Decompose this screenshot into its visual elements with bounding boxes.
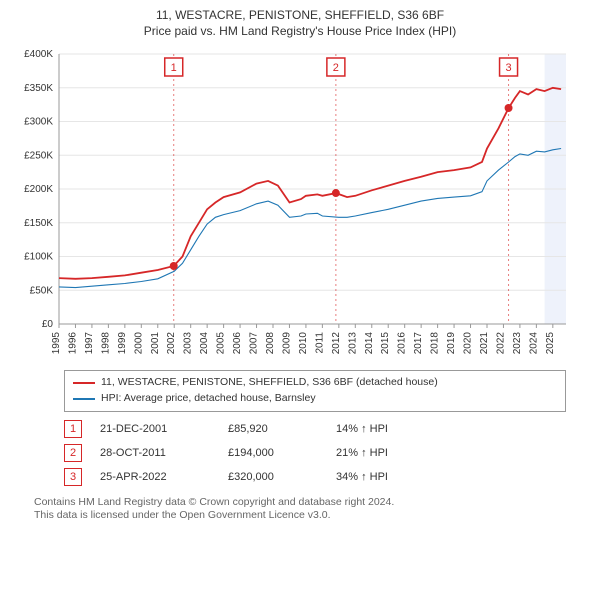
svg-text:1996: 1996 [67, 332, 78, 355]
svg-text:2011: 2011 [314, 332, 325, 354]
transactions-table: 1 21-DEC-2001 £85,920 14% ↑ HPI 2 28-OCT-2011… [64, 420, 566, 486]
transaction-marker: 2 [64, 444, 82, 462]
svg-text:2008: 2008 [265, 332, 276, 355]
svg-text:1: 1 [171, 62, 177, 74]
footnote-line1: Contains HM Land Registry data © Crown c… [34, 496, 566, 510]
svg-text:2000: 2000 [133, 332, 144, 355]
svg-text:2025: 2025 [545, 332, 556, 355]
svg-text:2012: 2012 [331, 332, 342, 355]
transaction-marker: 3 [64, 468, 82, 486]
svg-text:£400K: £400K [24, 49, 53, 60]
legend-item: HPI: Average price, detached house, Barn… [73, 391, 557, 407]
svg-text:1999: 1999 [117, 332, 128, 355]
svg-text:2005: 2005 [216, 332, 227, 355]
footnote: Contains HM Land Registry data © Crown c… [34, 496, 566, 523]
svg-text:£50K: £50K [30, 285, 54, 296]
legend: 11, WESTACRE, PENISTONE, SHEFFIELD, S36 … [64, 370, 566, 412]
svg-text:2003: 2003 [183, 332, 194, 355]
svg-text:2020: 2020 [463, 332, 474, 355]
svg-text:2022: 2022 [495, 332, 506, 355]
transaction-price: £320,000 [228, 471, 318, 483]
svg-text:2024: 2024 [528, 332, 539, 355]
transaction-hpi: 21% ↑ HPI [336, 447, 426, 459]
legend-label: HPI: Average price, detached house, Barn… [101, 391, 316, 407]
transaction-date: 28-OCT-2011 [100, 447, 210, 459]
title-line1: 11, WESTACRE, PENISTONE, SHEFFIELD, S36 … [4, 8, 596, 22]
legend-swatch [73, 382, 95, 384]
transaction-date: 25-APR-2022 [100, 471, 210, 483]
svg-text:2007: 2007 [249, 332, 260, 355]
svg-text:£350K: £350K [24, 83, 53, 94]
legend-label: 11, WESTACRE, PENISTONE, SHEFFIELD, S36 … [101, 375, 438, 391]
svg-text:£150K: £150K [24, 218, 53, 229]
footnote-line2: This data is licensed under the Open Gov… [34, 509, 566, 523]
svg-text:£200K: £200K [24, 184, 53, 195]
svg-text:2010: 2010 [298, 332, 309, 355]
svg-text:2009: 2009 [281, 332, 292, 355]
chart-container: 11, WESTACRE, PENISTONE, SHEFFIELD, S36 … [0, 0, 600, 531]
transaction-hpi: 34% ↑ HPI [336, 471, 426, 483]
transaction-date: 21-DEC-2001 [100, 423, 210, 435]
title-line2: Price paid vs. HM Land Registry's House … [4, 24, 596, 38]
svg-text:2013: 2013 [347, 332, 358, 355]
legend-swatch [73, 398, 95, 400]
transaction-marker: 1 [64, 420, 82, 438]
svg-text:1995: 1995 [51, 332, 62, 355]
svg-text:£300K: £300K [24, 117, 53, 128]
chart-svg: £0 £50K £100K £150K £200K £250K £300K £350K £400… [4, 44, 584, 364]
svg-text:3: 3 [505, 62, 511, 74]
transaction-row: 3 25-APR-2022 £320,000 34% ↑ HPI [64, 468, 566, 486]
svg-text:2023: 2023 [512, 332, 523, 355]
svg-text:2002: 2002 [166, 332, 177, 355]
svg-text:£0: £0 [42, 319, 54, 330]
svg-text:2014: 2014 [364, 332, 375, 355]
svg-text:2017: 2017 [413, 332, 424, 355]
svg-text:£250K: £250K [24, 150, 53, 161]
svg-text:2001: 2001 [150, 332, 161, 355]
transaction-hpi: 14% ↑ HPI [336, 423, 426, 435]
transaction-price: £194,000 [228, 447, 318, 459]
svg-text:2: 2 [333, 62, 339, 74]
chart: £0 £50K £100K £150K £200K £250K £300K £350K £400… [4, 44, 596, 364]
svg-text:2004: 2004 [199, 332, 210, 355]
svg-text:2018: 2018 [430, 332, 441, 355]
svg-text:1997: 1997 [84, 332, 95, 355]
titles: 11, WESTACRE, PENISTONE, SHEFFIELD, S36 … [4, 8, 596, 38]
svg-text:2016: 2016 [397, 332, 408, 355]
svg-text:2006: 2006 [232, 332, 243, 355]
svg-text:£100K: £100K [24, 252, 53, 263]
transaction-row: 2 28-OCT-2011 £194,000 21% ↑ HPI [64, 444, 566, 462]
svg-text:2021: 2021 [479, 332, 490, 355]
svg-text:2015: 2015 [380, 332, 391, 355]
transaction-row: 1 21-DEC-2001 £85,920 14% ↑ HPI [64, 420, 566, 438]
svg-text:2019: 2019 [446, 332, 457, 355]
svg-text:1998: 1998 [100, 332, 111, 355]
transaction-price: £85,920 [228, 423, 318, 435]
legend-item: 11, WESTACRE, PENISTONE, SHEFFIELD, S36 … [73, 375, 557, 391]
